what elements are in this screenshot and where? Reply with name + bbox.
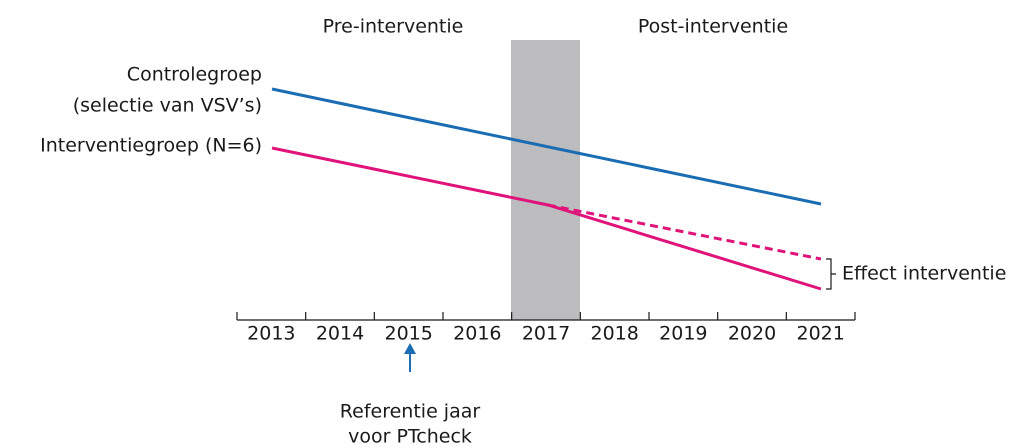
group-label: Controlegroep [127,64,262,86]
year-label: 2021 [796,323,844,345]
phase-label: Pre-interventie [323,16,464,38]
year-label: 2016 [453,323,501,345]
reference-label: Referentie jaar [340,401,481,423]
effect-label: Effect interventie [842,263,1006,285]
reference-label: voor PTcheck [348,426,472,448]
year-label: 2019 [659,323,707,345]
year-label: 2018 [590,323,638,345]
phase-label: Post-interventie [638,16,788,38]
year-label: 2017 [522,323,570,345]
effect-bracket [826,258,836,290]
intervention-period [511,40,580,320]
control-line [271,87,822,206]
year-axis: 2013 2014 2015 2016 2017 2018 2019 2020 2021 [236,312,856,345]
group-label: Interventiegroep (N=6) [40,135,262,157]
year-label: 2014 [316,323,364,345]
year-label: 2020 [728,323,776,345]
counterfactual-line [547,203,822,261]
year-label: 2015 [384,323,432,345]
arrow-head [404,343,416,354]
group-label: (selectie van VSV’s) [73,95,262,117]
year-label: 2013 [247,323,295,345]
